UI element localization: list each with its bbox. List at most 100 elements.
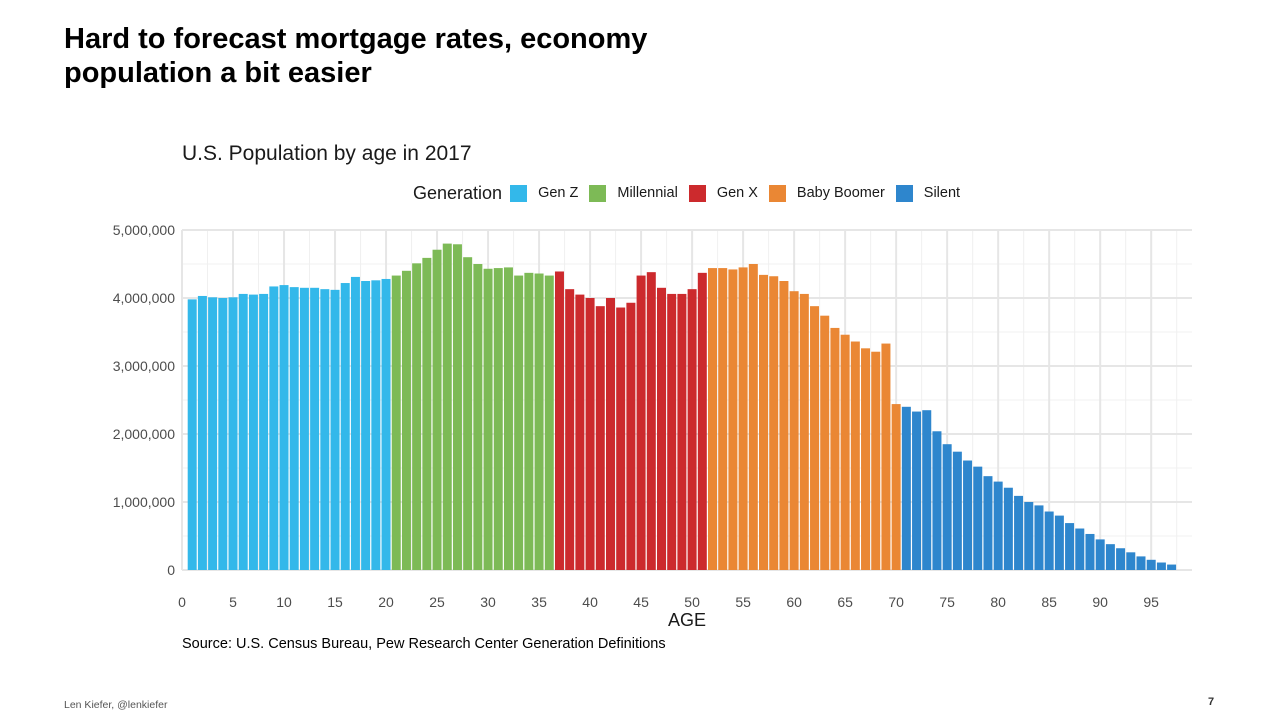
x-tick-label: 50 — [684, 594, 700, 610]
bar-millennial-age-32 — [503, 267, 513, 570]
bar-millennial-age-33 — [514, 275, 524, 570]
legend-item-baby-boomer: Baby Boomer — [768, 184, 885, 202]
bar-baby-boomer-age-67 — [861, 348, 871, 570]
bar-gen-x-age-40 — [585, 298, 595, 570]
bar-gen-x-age-47 — [656, 287, 666, 570]
bar-gen-z-age-9 — [269, 286, 279, 570]
bar-millennial-age-31 — [493, 268, 503, 570]
bar-silent-age-81 — [1003, 487, 1013, 570]
bar-millennial-age-35 — [534, 273, 544, 570]
bar-silent-age-76 — [952, 451, 962, 570]
bar-gen-z-age-14 — [320, 289, 330, 570]
bar-silent-age-78 — [973, 466, 983, 570]
x-tick-label: 35 — [531, 594, 547, 610]
legend-item-gen-x: Gen X — [688, 184, 758, 202]
y-tick-label: 2,000,000 — [113, 426, 175, 442]
legend-label-gen-z: Gen Z — [538, 185, 579, 201]
bar-baby-boomer-age-69 — [881, 343, 891, 570]
bar-millennial-age-24 — [422, 257, 432, 570]
bar-millennial-age-23 — [412, 263, 422, 570]
x-tick-label: 0 — [178, 594, 186, 610]
bar-silent-age-92 — [1116, 548, 1126, 570]
bar-gen-z-age-8 — [259, 293, 269, 570]
bar-gen-z-age-13 — [310, 287, 320, 570]
bar-gen-x-age-49 — [677, 293, 687, 570]
bar-silent-age-74 — [932, 431, 942, 570]
bar-gen-x-age-43 — [616, 307, 626, 570]
x-tick-label: 10 — [276, 594, 292, 610]
bar-silent-age-80 — [993, 481, 1003, 570]
bar-millennial-age-30 — [483, 268, 493, 570]
x-tick-label: 70 — [888, 594, 904, 610]
bar-silent-age-83 — [1024, 502, 1034, 570]
bar-gen-z-age-20 — [381, 278, 391, 570]
bar-gen-z-age-16 — [340, 283, 350, 570]
bar-gen-x-age-45 — [636, 275, 646, 570]
bar-millennial-age-26 — [442, 243, 452, 570]
bar-millennial-age-28 — [463, 257, 473, 570]
bar-silent-age-82 — [1014, 495, 1024, 570]
bar-silent-age-79 — [983, 476, 993, 570]
legend-item-gen-z: Gen Z — [510, 184, 579, 202]
bar-gen-x-age-38 — [565, 289, 575, 570]
bar-millennial-age-27 — [452, 244, 462, 570]
slide-title-line-1: Hard to forecast mortgage rates, economy — [64, 23, 648, 55]
bar-gen-z-age-5 — [228, 297, 238, 570]
legend-swatch-silent — [895, 184, 913, 202]
slide-title: Hard to forecast mortgage rates, economy… — [64, 22, 764, 90]
legend-swatch-gen-x — [688, 184, 706, 202]
footer-author: Len Kiefer, @lenkiefer — [64, 699, 168, 711]
bar-silent-age-95 — [1146, 559, 1156, 570]
x-tick-label: 20 — [378, 594, 394, 610]
bar-gen-x-age-39 — [575, 294, 585, 570]
x-tick-label: 80 — [990, 594, 1006, 610]
bar-silent-age-86 — [1054, 515, 1064, 570]
bar-gen-z-age-7 — [248, 294, 258, 570]
bar-silent-age-85 — [1044, 511, 1054, 570]
bar-gen-x-age-48 — [667, 293, 677, 570]
bar-gen-x-age-46 — [646, 272, 656, 570]
bar-gen-z-age-4 — [218, 298, 228, 570]
bar-gen-z-age-15 — [330, 289, 340, 570]
legend-label-silent: Silent — [923, 185, 961, 201]
x-tick-label: 40 — [582, 594, 598, 610]
bar-millennial-age-21 — [391, 275, 401, 570]
bar-silent-age-90 — [1095, 539, 1105, 570]
bar-silent-age-87 — [1065, 523, 1075, 570]
bar-gen-x-age-41 — [595, 306, 605, 570]
bar-gen-z-age-6 — [238, 293, 248, 570]
legend-swatch-gen-z — [510, 184, 528, 202]
bar-baby-boomer-age-55 — [738, 267, 748, 570]
x-tick-label: 90 — [1092, 594, 1108, 610]
bar-silent-age-72 — [912, 411, 922, 570]
legend-label-millennial: Millennial — [617, 185, 678, 201]
bar-silent-age-97 — [1167, 564, 1177, 570]
bar-silent-age-89 — [1085, 533, 1095, 570]
bar-gen-x-age-50 — [687, 289, 697, 570]
bar-silent-age-96 — [1156, 562, 1166, 570]
bar-gen-z-age-1 — [187, 299, 197, 570]
legend-label-baby-boomer: Baby Boomer — [796, 185, 885, 201]
y-tick-label: 3,000,000 — [113, 358, 175, 374]
bar-gen-x-age-51 — [697, 272, 707, 570]
bar-baby-boomer-age-54 — [728, 269, 738, 570]
bar-baby-boomer-age-61 — [799, 293, 809, 570]
bar-silent-age-75 — [942, 444, 952, 570]
bar-gen-x-age-44 — [626, 302, 636, 570]
bar-gen-x-age-37 — [554, 271, 564, 570]
bar-baby-boomer-age-60 — [789, 291, 799, 570]
x-tick-label: 30 — [480, 594, 496, 610]
bar-silent-age-84 — [1034, 505, 1044, 570]
bar-silent-age-91 — [1105, 544, 1115, 570]
y-tick-label: 0 — [167, 562, 175, 578]
bar-baby-boomer-age-59 — [779, 281, 789, 570]
bar-silent-age-93 — [1126, 552, 1136, 570]
bar-gen-z-age-3 — [208, 297, 218, 570]
bar-baby-boomer-age-52 — [708, 268, 718, 570]
legend-title: Generation — [413, 182, 503, 203]
chart-title: U.S. Population by age in 2017 — [182, 142, 472, 165]
x-tick-label: 85 — [1041, 594, 1057, 610]
legend-item-millennial: Millennial — [589, 184, 678, 202]
bar-millennial-age-29 — [473, 264, 483, 570]
